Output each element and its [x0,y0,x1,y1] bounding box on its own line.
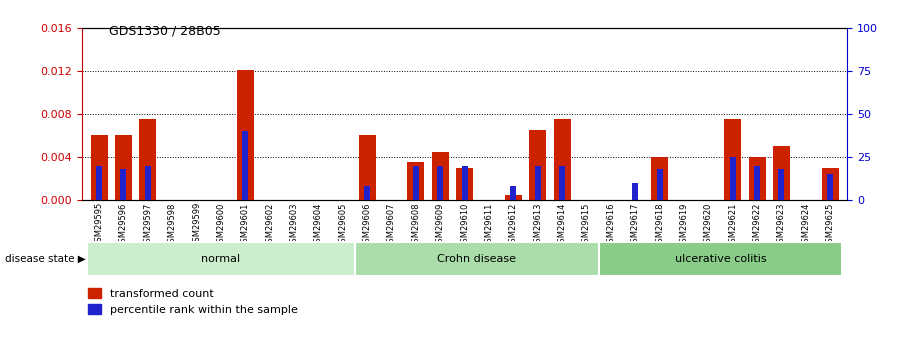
Bar [599,241,843,276]
Text: GSM29622: GSM29622 [752,202,762,248]
Text: GSM29616: GSM29616 [607,202,615,248]
Text: GSM29623: GSM29623 [777,202,786,248]
Text: GSM29621: GSM29621 [728,202,737,248]
Bar [115,136,132,200]
Text: GSM29624: GSM29624 [802,202,810,248]
Text: GSM29613: GSM29613 [533,202,542,248]
Text: GSM29612: GSM29612 [509,202,517,248]
Text: GDS1330 / 28B05: GDS1330 / 28B05 [109,24,221,37]
Bar [437,166,444,200]
Text: GSM29611: GSM29611 [485,202,494,248]
Text: GSM29608: GSM29608 [412,202,420,248]
Bar [462,166,467,200]
Text: GSM29605: GSM29605 [338,202,347,248]
Text: GSM29595: GSM29595 [95,202,104,247]
Text: GSM29625: GSM29625 [825,202,834,248]
Text: GSM29603: GSM29603 [290,202,299,248]
Text: ulcerative colitis: ulcerative colitis [675,254,766,264]
Bar [822,168,839,200]
Bar [145,166,151,200]
Bar [96,166,102,200]
Legend: transformed count, percentile rank within the sample: transformed count, percentile rank withi… [87,288,298,315]
Text: GSM29598: GSM29598 [168,202,177,248]
Bar [505,195,522,200]
Text: GSM29602: GSM29602 [265,202,274,248]
Text: GSM29596: GSM29596 [119,202,128,248]
Bar [773,146,790,200]
Bar [651,157,668,200]
Bar [554,119,570,200]
Bar [529,130,547,200]
Text: GSM29600: GSM29600 [217,202,225,248]
Text: GSM29615: GSM29615 [582,202,591,248]
Bar [510,186,517,200]
Text: disease state ▶: disease state ▶ [5,254,86,264]
Bar [535,166,541,200]
Bar [632,183,639,200]
Text: normal: normal [201,254,241,264]
Text: GSM29597: GSM29597 [143,202,152,248]
Text: GSM29609: GSM29609 [435,202,445,248]
Bar [724,119,742,200]
Text: GSM29606: GSM29606 [363,202,372,248]
Bar [120,169,127,200]
Text: GSM29599: GSM29599 [192,202,201,247]
Text: GSM29617: GSM29617 [630,202,640,248]
Bar [827,174,834,200]
Text: GSM29610: GSM29610 [460,202,469,248]
Text: GSM29614: GSM29614 [558,202,567,248]
Bar [355,241,599,276]
Bar [432,151,449,200]
Text: GSM29619: GSM29619 [680,202,689,248]
Text: GSM29620: GSM29620 [704,202,712,248]
Bar [749,157,765,200]
Text: GSM29618: GSM29618 [655,202,664,248]
Bar [407,162,425,200]
Bar [139,119,157,200]
Bar [730,157,736,200]
Bar [657,169,662,200]
Bar [237,70,254,200]
Bar [87,241,355,276]
Bar [364,186,370,200]
Bar [242,131,249,200]
Bar [559,166,565,200]
Bar [413,166,419,200]
Bar [778,169,784,200]
Text: GSM29607: GSM29607 [387,202,396,248]
Bar [359,136,375,200]
Bar [754,166,760,200]
Text: GSM29601: GSM29601 [241,202,250,248]
Text: Crohn disease: Crohn disease [437,254,517,264]
Text: GSM29604: GSM29604 [314,202,322,248]
Bar [90,136,107,200]
Bar [456,168,473,200]
